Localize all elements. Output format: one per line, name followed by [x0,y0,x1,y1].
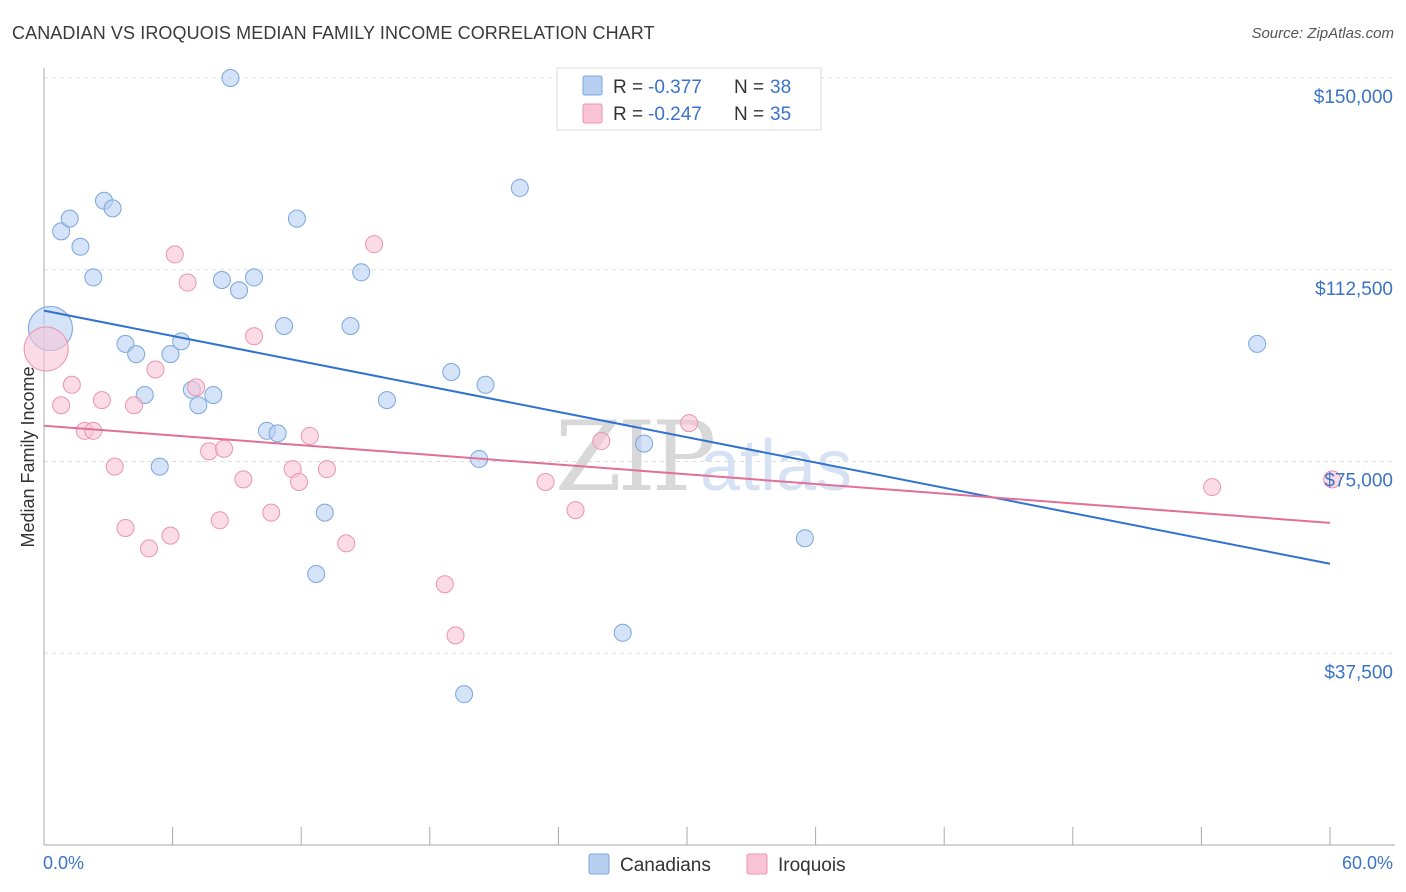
iroquois-point-22 [290,472,309,491]
legend-n-label-canadians: N = [734,77,764,98]
canadians-point-1 [52,222,71,241]
canadians-point-19 [245,268,264,287]
iroquois-point-28 [446,626,465,645]
iroquois-point-12 [165,245,184,264]
iroquois-point-20 [262,503,281,522]
y-tick-label-3: $150,000 [1314,87,1393,108]
canadians-point-25 [315,503,334,522]
x-tick-labels: 0.0% 60.0% [43,853,1393,873]
chart-title: CANADIAN VS IROQUOIS MEDIAN FAMILY INCOM… [12,23,655,43]
bottom-legend-swatch-canadians [588,853,610,875]
legend-top: R = -0.377 N = 38 R = -0.247 N = 35 [556,67,822,131]
iroquois-point-5 [92,391,111,410]
iroquois-point-33 [1203,478,1222,497]
canadians-point-22 [275,316,294,335]
iroquois-point-6 [105,457,124,476]
iroquois-point-8 [125,396,144,415]
canadians-point-26 [341,316,360,335]
canadians-point-36 [795,529,814,548]
canadians-point-37 [1248,334,1267,353]
iroquois-trend-line [43,424,1331,524]
legend-r-label-canadians: R = [613,77,643,98]
watermark: ZIP atlas [555,401,852,513]
canadians-point-4 [84,268,103,287]
canadians-point-14 [189,396,208,415]
canadians-point-18 [230,281,249,300]
canadians-point-6 [103,199,122,218]
iroquois-point-30 [566,501,585,520]
iroquois-point-9 [140,539,159,558]
iroquois-point-13 [178,273,197,292]
iroquois-point-14 [187,378,206,397]
canadians-trend-line [43,309,1331,565]
canadians-point-27 [352,263,371,282]
iroquois-point-0 [23,326,69,372]
canadians-point-16 [212,270,231,289]
bottom-legend-canadians: Canadians [620,855,711,876]
iroquois-point-2 [62,375,81,394]
iroquois-point-15 [200,442,219,461]
watermark-atlas: atlas [700,426,852,506]
canadians-point-15 [204,386,223,405]
canadians-point-29 [442,363,461,382]
iroquois-point-19 [245,327,264,346]
iroquois-point-1 [52,396,71,415]
legend-n-value-iroquois: 35 [770,104,791,125]
gridlines [44,77,1395,654]
legend-r-label-iroquois: R = [613,104,643,125]
canadians-point-12 [172,332,191,351]
iroquois-point-16 [210,511,229,530]
canadians-point-2 [60,209,79,228]
canadians-point-28 [377,391,396,410]
legend-bottom: Canadians Iroquois [588,853,846,876]
y-tick-label-2: $112,500 [1315,279,1393,300]
iroquois-point-32 [680,414,699,433]
x-tick-label-0: 0.0% [43,853,84,873]
legend-n-label-iroquois: N = [734,104,764,125]
canadians-point-30 [455,685,474,704]
iroquois-point-7 [116,518,135,537]
canadians-point-11 [161,345,180,364]
canadians-point-3 [71,237,90,256]
legend-r-value-canadians: -0.377 [648,77,702,98]
iroquois-point-26 [365,235,384,254]
iroquois-point-31 [592,432,611,451]
legend-r-value-iroquois: -0.247 [648,104,702,125]
y-tick-labels: $37,500 $75,000 $112,500 $150,000 [1314,87,1393,683]
y-tick-label-0: $37,500 [1324,662,1393,683]
iroquois-point-11 [161,526,180,545]
bottom-legend-swatch-iroquois [746,853,768,875]
canadians-point-35 [635,434,654,453]
iroquois-point-18 [234,470,253,489]
iroquois-point-24 [317,460,336,479]
legend-n-value-canadians: 38 [770,77,791,98]
iroquois-point-34 [1323,470,1342,489]
iroquois-point-17 [215,439,234,458]
trend-lines [43,309,1331,565]
iroquois-point-23 [300,426,319,445]
canadians-point-34 [613,623,632,642]
canadians-point-32 [476,375,495,394]
y-axis-title: Median Family Income [18,366,38,547]
iroquois-point-25 [337,534,356,553]
iroquois-point-27 [435,575,454,594]
canadians-point-8 [127,345,146,364]
canadians-point-24 [307,564,326,583]
legend-swatch-iroquois [582,103,603,124]
canadians-point-33 [510,178,529,197]
iroquois-point-29 [536,472,555,491]
legend-swatch-canadians [582,75,603,96]
iroquois-point-10 [146,360,165,379]
data-points [23,69,1342,704]
canadians-point-10 [150,457,169,476]
y-tick-label-1: $75,000 [1324,471,1393,492]
canadians-point-17 [221,69,240,87]
canadians-point-23 [287,209,306,228]
x-tick-label-1: 60.0% [1342,853,1393,873]
axes [43,68,1395,846]
bottom-legend-iroquois: Iroquois [778,855,846,876]
source-note: Source: ZipAtlas.com [1251,25,1394,42]
canadians-point-21 [268,424,287,443]
